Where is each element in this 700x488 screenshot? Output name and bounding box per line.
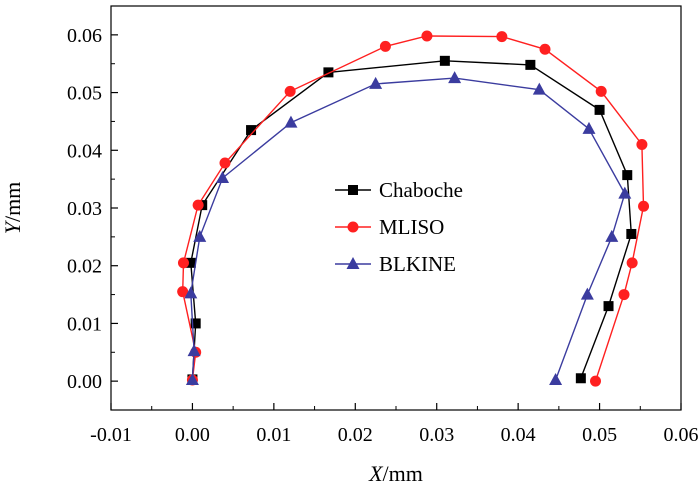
legend-marker-mliso [347,221,359,233]
data-point-mliso [496,31,508,43]
data-point-blkine [448,71,462,84]
x-tick-label: 0.02 [338,424,373,446]
legend-marker-chaboche [348,185,358,195]
data-point-chaboche [603,301,614,312]
data-point-mliso [219,157,231,169]
x-tick-label: 0.01 [256,424,291,446]
data-point-mliso [379,40,391,52]
data-point-blkine [187,344,201,357]
data-point-blkine [618,186,632,199]
series-mliso [177,30,650,387]
series-layer [177,30,650,387]
data-point-mliso [595,85,607,97]
data-point-blkine [549,372,563,385]
axis-ticks: -0.01 0.00 0.01 0.02 0.03 0.04 0.05 0.06 0.00 0.0… [67,5,699,446]
data-point-mliso [590,375,601,387]
data-point-mliso [638,200,650,212]
data-point-blkine [532,82,546,95]
data-point-mliso [539,43,551,55]
y-tick-label: 0.05 [67,83,102,105]
x-tick-label: -0.01 [90,424,132,446]
data-point-blkine [605,229,619,242]
data-point-mliso [192,199,204,211]
data-point-mliso [626,257,638,269]
x-axis-title: X/mm [368,461,423,486]
data-point-blkine [582,121,596,134]
series-blkine [184,71,632,385]
data-point-mliso [636,139,648,151]
y-tick-label: 0.03 [67,198,102,220]
y-tick-label: 0.06 [67,25,102,47]
series-line-blkine [190,77,626,381]
data-point-blkine [580,287,594,300]
data-point-mliso [177,286,189,298]
y-tick-label: 0.00 [67,371,102,393]
data-point-mliso [421,30,433,42]
x-tick-label: 0.03 [419,424,454,446]
legend-label-mliso: MLISO [379,215,444,239]
data-point-blkine [369,76,383,89]
data-point-chaboche [439,55,450,66]
data-point-chaboche [575,373,586,384]
y-tick-label: 0.01 [67,313,102,335]
data-point-blkine [216,170,230,183]
legend: Chaboche MLISO BLKINE [335,178,463,276]
data-point-blkine [184,286,198,299]
x-tick-label: 0.00 [175,424,210,446]
data-point-chaboche [622,170,633,181]
legend-label-chaboche: Chaboche [379,178,463,202]
y-axis-title: Y/mm [0,182,25,235]
data-point-blkine [193,229,207,242]
data-point-blkine [185,372,199,385]
data-point-blkine [284,115,298,128]
y-tick-label: 0.02 [67,256,102,278]
data-point-chaboche [525,59,536,70]
data-point-chaboche [185,257,196,268]
data-point-mliso [618,289,630,301]
data-point-mliso [177,257,189,269]
data-point-mliso [284,85,296,97]
data-point-chaboche [626,228,637,239]
x-tick-label: 0.06 [664,424,699,446]
data-point-chaboche [190,318,201,329]
legend-label-blkine: BLKINE [379,252,456,276]
x-tick-label: 0.05 [582,424,617,446]
legend-marker-blkine [346,257,360,269]
plot-frame [110,5,682,411]
data-point-chaboche [246,125,257,136]
y-tick-label: 0.04 [67,140,102,162]
x-tick-label: 0.04 [501,424,536,446]
data-point-chaboche [323,67,334,78]
data-point-chaboche [594,104,605,115]
